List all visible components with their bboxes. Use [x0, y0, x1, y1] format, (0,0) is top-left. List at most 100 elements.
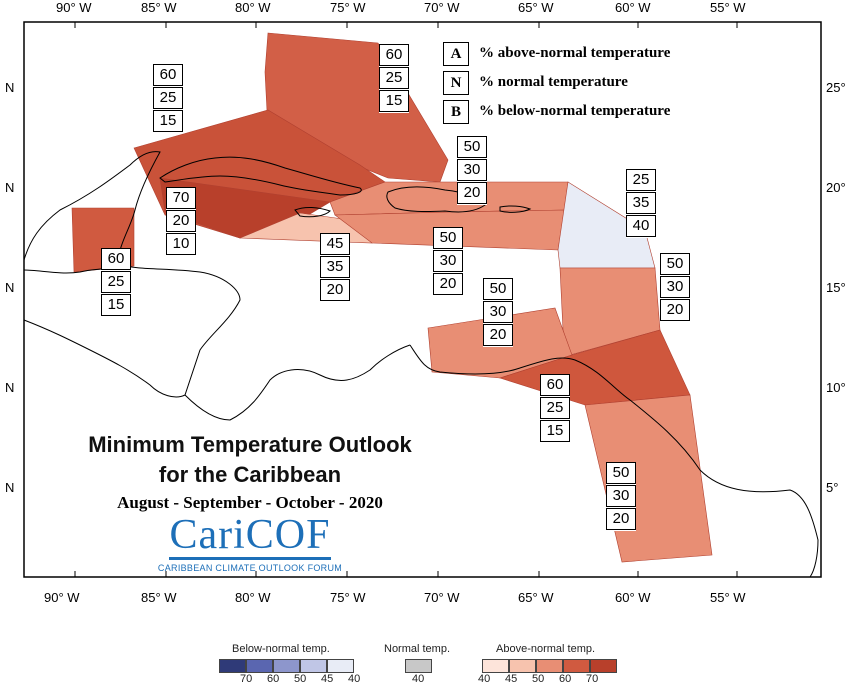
prob-below: 20: [606, 508, 636, 530]
prob-above: 50: [660, 253, 690, 275]
lon-ticks: [74, 22, 738, 577]
lon-label-top: 65° W: [518, 0, 554, 15]
lon-label-top: 55° W: [710, 0, 746, 15]
colorbar-below-swatch: [246, 659, 273, 673]
colorbar-tick: 50: [294, 673, 307, 685]
colorbar-below-label: Below-normal temp.: [232, 643, 330, 655]
lon-label-bottom: 75° W: [330, 590, 366, 605]
coastline-central-america: [23, 264, 241, 398]
colorbar-tick: 70: [240, 673, 253, 685]
prob-normal: 35: [626, 192, 656, 214]
key-text: % below-normal temperature: [479, 103, 671, 119]
prob-normal: 30: [660, 276, 690, 298]
prob-below: 10: [166, 233, 196, 255]
lat-label-right: 5°: [826, 480, 838, 495]
lat-label-left: N: [5, 180, 14, 195]
caricof-logo: CariCOF CARIBBEAN CLIMATE OUTLOOK FORUM: [150, 513, 350, 573]
key-row-above: A % above-normal temperature: [443, 39, 670, 68]
left-lat-labels: N N N N N: [5, 80, 14, 495]
prob-below: 20: [660, 299, 690, 321]
colorbar-tick: 60: [267, 673, 280, 685]
prob-above: 50: [457, 136, 487, 158]
key-letter: B: [443, 99, 469, 124]
colorbar-tick: 45: [321, 673, 334, 685]
prob-above: 60: [101, 248, 131, 270]
colorbar-below-swatch: [327, 659, 354, 673]
colorbar-above-swatch: [482, 659, 509, 673]
lon-label-top: 90° W: [56, 0, 92, 15]
lon-label-bottom: 55° W: [710, 590, 746, 605]
prob-above: 60: [153, 64, 183, 86]
lon-label-bottom: 85° W: [141, 590, 177, 605]
prob-normal: 30: [457, 159, 487, 181]
prob-box-bahamas: 60 25 15: [379, 44, 409, 113]
lat-label-left: N: [5, 80, 14, 95]
colorbar-above-swatch: [536, 659, 563, 673]
colorbar-tick: 40: [348, 673, 361, 685]
logo-wordmark: CariCOF: [169, 512, 331, 560]
lon-label-bottom: 60° W: [615, 590, 651, 605]
colorbar-above-swatch: [590, 659, 617, 673]
lon-label-top: 85° W: [141, 0, 177, 15]
colorbar-below-swatch: [273, 659, 300, 673]
key-row-normal: N % normal temperature: [443, 68, 670, 97]
coastline-hispaniola: [386, 186, 486, 213]
prob-box-trinidad: 60 25 15: [540, 374, 570, 443]
colorbar-tick: 40: [478, 673, 491, 685]
prob-box-cayman: 70 20 10: [166, 187, 196, 256]
key-text: % normal temperature: [479, 74, 628, 90]
prob-normal: 25: [379, 67, 409, 89]
prob-box-abc: 50 30 20: [483, 278, 513, 347]
prob-above: 25: [626, 169, 656, 191]
prob-above: 50: [483, 278, 513, 300]
colorbar-tick: 70: [586, 673, 599, 685]
prob-below: 15: [540, 420, 570, 442]
prob-above: 70: [166, 187, 196, 209]
prob-below: 20: [483, 324, 513, 346]
map-title: Minimum Temperature Outlook for the Cari…: [40, 430, 460, 490]
prob-above: 60: [540, 374, 570, 396]
prob-below: 15: [101, 294, 131, 316]
prob-above: 50: [433, 227, 463, 249]
colorbar-tick: 45: [505, 673, 518, 685]
lat-label-left: N: [5, 380, 14, 395]
prob-normal: 30: [606, 485, 636, 507]
key-text: % above-normal temperature: [479, 45, 671, 61]
colorbar-above-label: Above-normal temp.: [496, 643, 596, 655]
prob-box-jamaica-south: 45 35 20: [320, 233, 350, 302]
colorbar-above-swatch: [509, 659, 536, 673]
top-lon-labels: 90° W 85° W 80° W 75° W 70° W 65° W 60° …: [56, 0, 746, 15]
prob-below: 40: [626, 215, 656, 237]
coastlines: [23, 151, 819, 578]
lat-label-right: 25°: [826, 80, 845, 95]
coastline-costa-rica-panama: [184, 344, 411, 421]
coastline-south-america: [409, 344, 819, 578]
colorbar-normal-label: Normal temp.: [384, 643, 451, 655]
prob-box-hispaniola-south: 50 30 20: [433, 227, 463, 296]
lon-label-top: 70° W: [424, 0, 460, 15]
prob-box-hispaniola-north: 50 30 20: [457, 136, 487, 205]
prob-below: 20: [320, 279, 350, 301]
prob-box-leeward: 25 35 40: [626, 169, 656, 238]
title-line-2: for the Caribbean: [158, 462, 342, 487]
colorbar-tick: 50: [532, 673, 545, 685]
lon-label-top: 60° W: [615, 0, 651, 15]
prob-box-belize: 60 25 15: [101, 248, 131, 317]
key-row-below: B % below-normal temperature: [443, 97, 670, 126]
colorbar-tick: 60: [559, 673, 572, 685]
title-line-1: Minimum Temperature Outlook: [88, 432, 412, 457]
colorbar-below-swatch: [300, 659, 327, 673]
lat-label-right: 15°: [826, 280, 845, 295]
prob-normal: 20: [166, 210, 196, 232]
bottom-lon-labels: 90° W 85° W 80° W 75° W 70° W 65° W 60° …: [44, 590, 746, 605]
lat-label-left: N: [5, 280, 14, 295]
prob-normal: 30: [483, 301, 513, 323]
prob-box-windward: 50 30 20: [660, 253, 690, 322]
key-letter: A: [443, 41, 469, 66]
prob-below: 20: [457, 182, 487, 204]
lon-label-bottom: 70° W: [424, 590, 460, 605]
prob-normal: 30: [433, 250, 463, 272]
colorbar-normal-swatch: [405, 659, 432, 673]
lat-label-right: 10°: [826, 380, 845, 395]
